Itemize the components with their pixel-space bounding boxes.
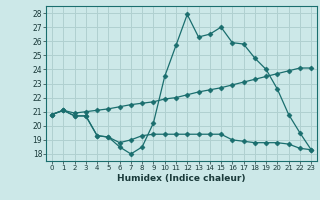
X-axis label: Humidex (Indice chaleur): Humidex (Indice chaleur) <box>117 174 246 183</box>
